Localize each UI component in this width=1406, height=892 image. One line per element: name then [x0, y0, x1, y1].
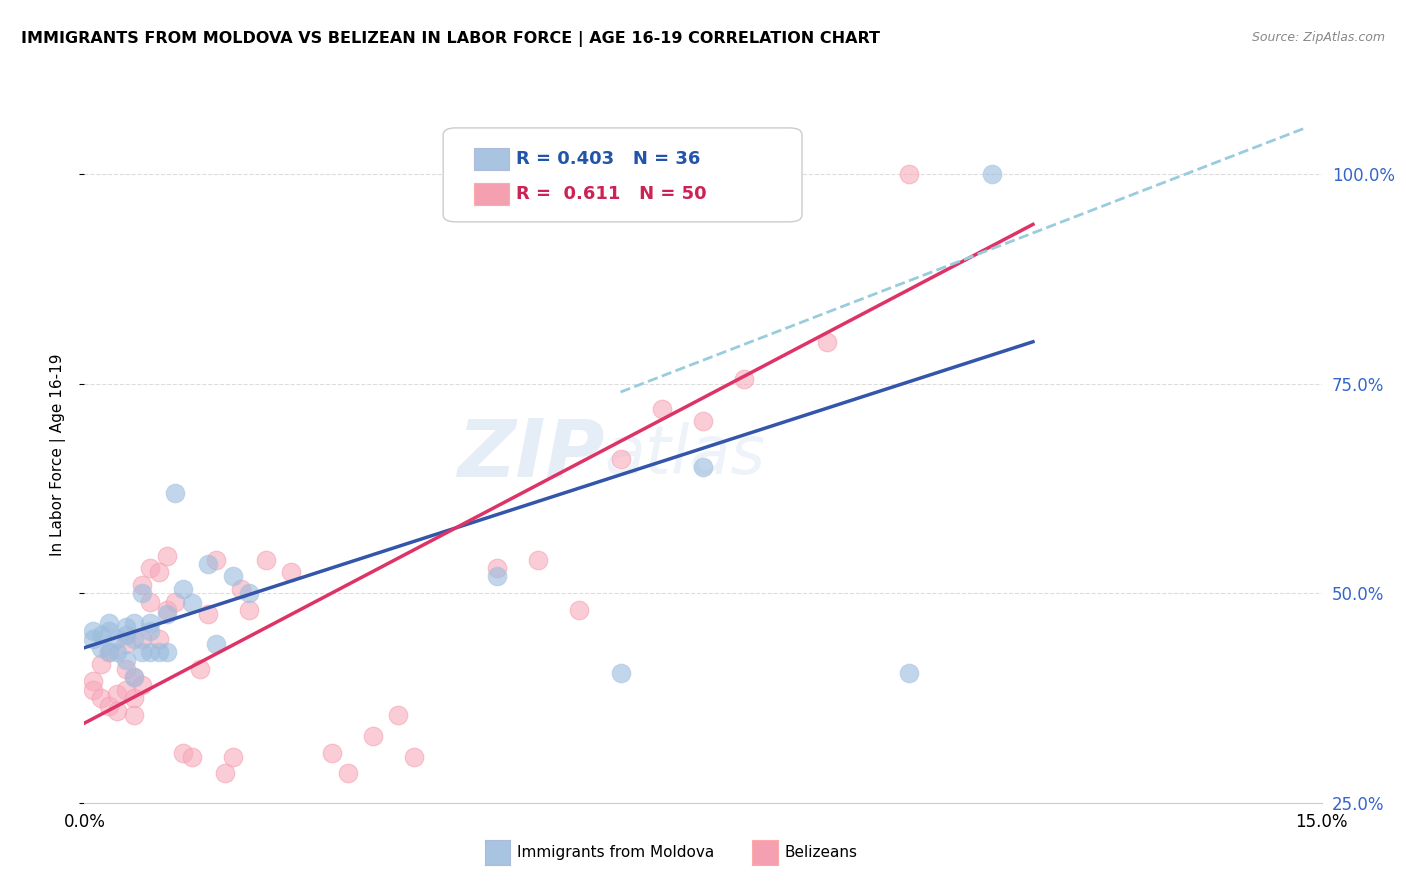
Point — [165, 485, 187, 500]
Text: ZIP: ZIP — [457, 416, 605, 494]
Point — [165, 594, 187, 608]
Point — [122, 707, 145, 722]
Point — [131, 678, 153, 692]
Text: R =  0.611   N = 50: R = 0.611 N = 50 — [516, 185, 707, 203]
Point — [90, 691, 112, 706]
Point — [180, 749, 202, 764]
Point — [214, 766, 236, 780]
Point — [148, 632, 170, 647]
Point — [82, 682, 104, 697]
Point — [568, 603, 591, 617]
Point — [898, 167, 921, 181]
Y-axis label: In Labor Force | Age 16-19: In Labor Force | Age 16-19 — [51, 353, 66, 557]
Point — [131, 632, 153, 647]
Point — [815, 334, 838, 349]
Point — [180, 596, 202, 610]
Point — [172, 582, 194, 596]
Text: Belizeans: Belizeans — [785, 846, 858, 860]
Point — [733, 372, 755, 386]
Point — [122, 615, 145, 630]
Point — [387, 707, 409, 722]
Point — [337, 766, 360, 780]
Point — [898, 665, 921, 680]
Point — [98, 699, 121, 714]
Point — [485, 561, 508, 575]
Point — [90, 640, 112, 655]
Point — [105, 704, 128, 718]
Point — [172, 746, 194, 760]
Point — [205, 636, 228, 650]
Point — [980, 167, 1002, 181]
Point — [131, 586, 153, 600]
Point — [651, 401, 673, 416]
Text: R = 0.403   N = 36: R = 0.403 N = 36 — [516, 150, 700, 169]
Point — [321, 746, 343, 760]
Point — [205, 552, 228, 566]
Point — [98, 645, 121, 659]
Point — [609, 452, 631, 467]
Point — [131, 578, 153, 592]
Point — [238, 603, 260, 617]
Point — [692, 460, 714, 475]
Text: Source: ZipAtlas.com: Source: ZipAtlas.com — [1251, 31, 1385, 45]
Text: IMMIGRANTS FROM MOLDOVA VS BELIZEAN IN LABOR FORCE | AGE 16-19 CORRELATION CHART: IMMIGRANTS FROM MOLDOVA VS BELIZEAN IN L… — [21, 31, 880, 47]
Point — [139, 615, 162, 630]
Point — [98, 645, 121, 659]
Point — [105, 687, 128, 701]
Point — [692, 414, 714, 428]
Point — [122, 632, 145, 647]
Point — [122, 691, 145, 706]
Point — [105, 632, 128, 647]
Point — [114, 662, 136, 676]
Point — [254, 552, 277, 566]
Point — [229, 582, 252, 596]
Polygon shape — [474, 148, 509, 170]
Point — [82, 632, 104, 647]
Point — [156, 645, 179, 659]
Point — [82, 674, 104, 689]
Point — [139, 624, 162, 638]
Point — [105, 645, 128, 659]
Point — [98, 615, 121, 630]
Text: atlas: atlas — [605, 422, 765, 488]
Text: Immigrants from Moldova: Immigrants from Moldova — [517, 846, 714, 860]
Point — [98, 624, 121, 638]
Point — [280, 808, 302, 822]
Point — [156, 603, 179, 617]
Point — [188, 662, 211, 676]
Point — [114, 628, 136, 642]
Point — [114, 636, 136, 650]
Point — [485, 569, 508, 583]
Point — [122, 670, 145, 684]
Point — [139, 561, 162, 575]
Point — [156, 549, 179, 563]
Point — [361, 729, 384, 743]
Point — [139, 645, 162, 659]
Point — [280, 566, 302, 580]
Point — [114, 682, 136, 697]
Point — [197, 607, 219, 622]
Point — [131, 645, 153, 659]
Point — [90, 657, 112, 672]
Point — [404, 749, 426, 764]
Point — [114, 653, 136, 667]
Point — [156, 607, 179, 622]
Point — [609, 665, 631, 680]
Point — [122, 670, 145, 684]
Polygon shape — [474, 183, 509, 205]
Point — [82, 624, 104, 638]
Point — [90, 628, 112, 642]
FancyBboxPatch shape — [443, 128, 801, 222]
Point — [222, 569, 245, 583]
Point — [222, 749, 245, 764]
Point — [148, 566, 170, 580]
Point — [114, 620, 136, 634]
Point — [148, 645, 170, 659]
Point — [238, 586, 260, 600]
Point — [197, 557, 219, 571]
Point — [139, 594, 162, 608]
Point — [527, 552, 550, 566]
